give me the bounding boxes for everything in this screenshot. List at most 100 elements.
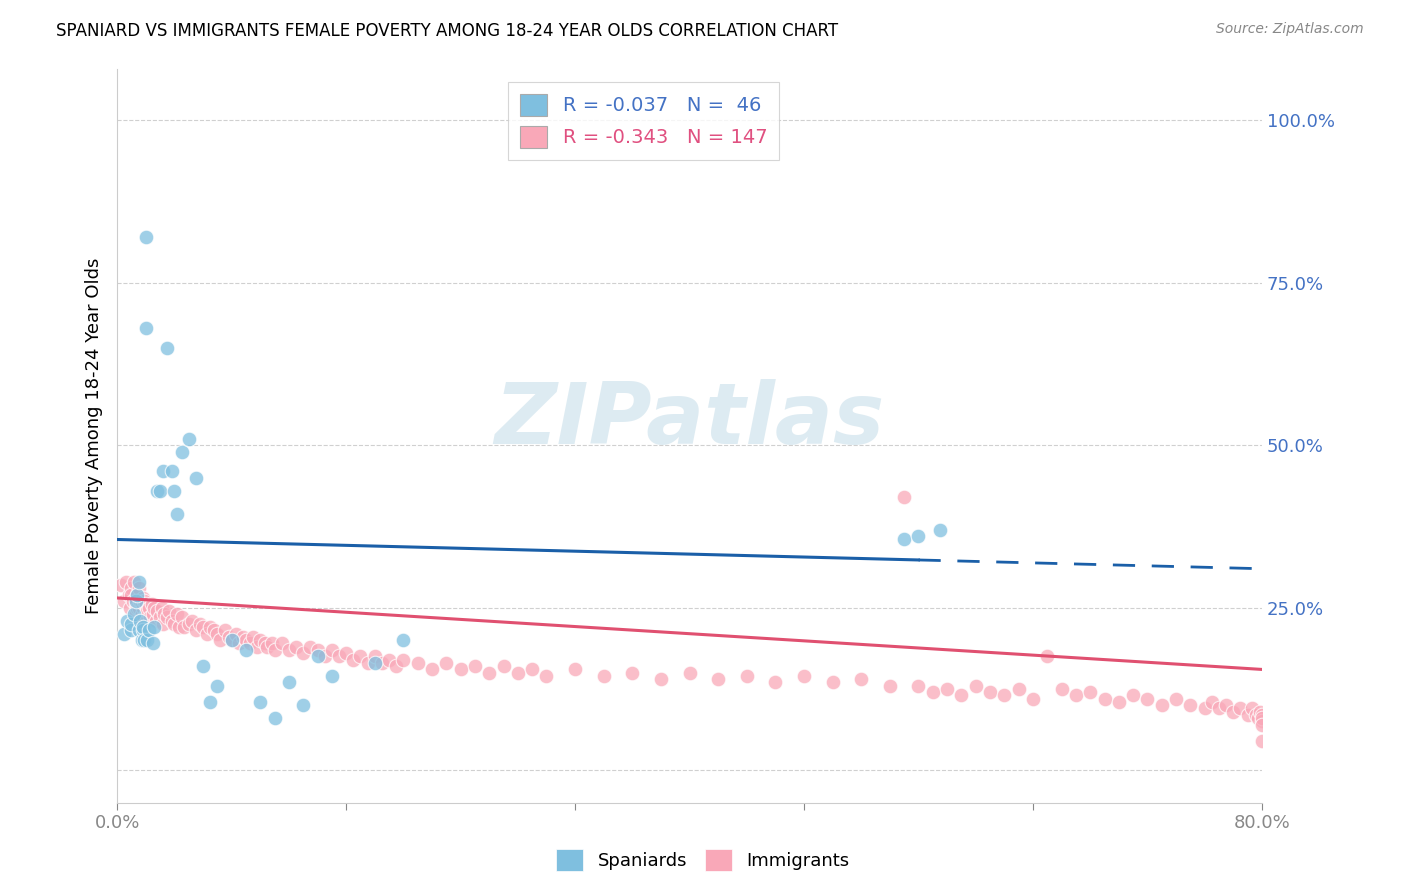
Point xyxy=(218,630,240,644)
Point xyxy=(180,614,202,628)
Point xyxy=(135,321,157,335)
Point xyxy=(163,483,186,498)
Point xyxy=(149,610,172,624)
Point xyxy=(142,636,165,650)
Point xyxy=(170,610,193,624)
Point xyxy=(907,679,929,693)
Point xyxy=(678,665,700,680)
Point xyxy=(128,581,150,595)
Point xyxy=(253,636,276,650)
Point xyxy=(249,633,271,648)
Point xyxy=(156,341,179,355)
Point xyxy=(246,640,269,654)
Point xyxy=(139,610,162,624)
Point xyxy=(392,633,415,648)
Point xyxy=(188,616,211,631)
Point xyxy=(156,610,179,624)
Point xyxy=(793,669,815,683)
Point xyxy=(263,711,285,725)
Point xyxy=(1229,701,1251,715)
Point xyxy=(110,578,132,592)
Point xyxy=(132,600,155,615)
Point xyxy=(177,616,200,631)
Point xyxy=(128,624,150,638)
Point xyxy=(285,640,308,654)
Point xyxy=(979,685,1001,699)
Point xyxy=(1251,734,1274,748)
Point xyxy=(277,643,299,657)
Point xyxy=(1008,681,1031,696)
Point xyxy=(198,695,221,709)
Point xyxy=(125,598,148,612)
Point xyxy=(907,529,929,543)
Point xyxy=(1150,698,1173,713)
Point xyxy=(221,633,243,648)
Point xyxy=(136,604,159,618)
Point xyxy=(342,653,364,667)
Point xyxy=(129,614,152,628)
Point xyxy=(249,695,271,709)
Point xyxy=(314,649,336,664)
Point xyxy=(536,669,558,683)
Point xyxy=(879,679,901,693)
Point xyxy=(592,669,614,683)
Point xyxy=(152,616,174,631)
Point xyxy=(131,598,153,612)
Point xyxy=(163,616,186,631)
Point xyxy=(392,653,415,667)
Point xyxy=(1136,691,1159,706)
Point xyxy=(112,594,135,608)
Point xyxy=(292,646,315,660)
Point xyxy=(378,653,401,667)
Point xyxy=(1251,711,1274,725)
Point xyxy=(134,610,156,624)
Point xyxy=(152,464,174,478)
Point xyxy=(135,607,157,622)
Point xyxy=(356,656,378,670)
Point xyxy=(263,643,285,657)
Point xyxy=(191,659,214,673)
Point xyxy=(138,600,160,615)
Point xyxy=(125,607,148,622)
Point xyxy=(225,626,247,640)
Point xyxy=(1122,689,1144,703)
Point xyxy=(160,614,183,628)
Point xyxy=(121,581,143,595)
Point xyxy=(1222,705,1244,719)
Legend: Spaniards, Immigrants: Spaniards, Immigrants xyxy=(548,842,858,879)
Point xyxy=(299,640,322,654)
Point xyxy=(1244,707,1267,722)
Point xyxy=(1078,685,1101,699)
Point xyxy=(127,588,149,602)
Point xyxy=(1208,701,1230,715)
Point xyxy=(232,630,254,644)
Point xyxy=(1050,681,1073,696)
Point xyxy=(146,604,169,618)
Point xyxy=(1246,711,1268,725)
Point xyxy=(135,230,157,244)
Point xyxy=(321,669,343,683)
Point xyxy=(146,483,169,498)
Point xyxy=(1108,695,1130,709)
Point xyxy=(134,594,156,608)
Point xyxy=(136,633,159,648)
Text: ZIPatlas: ZIPatlas xyxy=(495,379,884,462)
Point xyxy=(128,600,150,615)
Point xyxy=(207,626,229,640)
Point xyxy=(277,675,299,690)
Point xyxy=(1064,689,1087,703)
Point xyxy=(195,626,218,640)
Point xyxy=(209,633,232,648)
Point xyxy=(763,675,786,690)
Text: SPANIARD VS IMMIGRANTS FEMALE POVERTY AMONG 18-24 YEAR OLDS CORRELATION CHART: SPANIARD VS IMMIGRANTS FEMALE POVERTY AM… xyxy=(56,22,838,40)
Point xyxy=(921,685,943,699)
Point xyxy=(406,656,429,670)
Point xyxy=(121,624,143,638)
Point xyxy=(129,614,152,628)
Point xyxy=(235,643,257,657)
Point xyxy=(235,633,257,648)
Point xyxy=(138,624,160,638)
Point xyxy=(132,624,155,638)
Point xyxy=(1215,698,1237,713)
Point xyxy=(112,626,135,640)
